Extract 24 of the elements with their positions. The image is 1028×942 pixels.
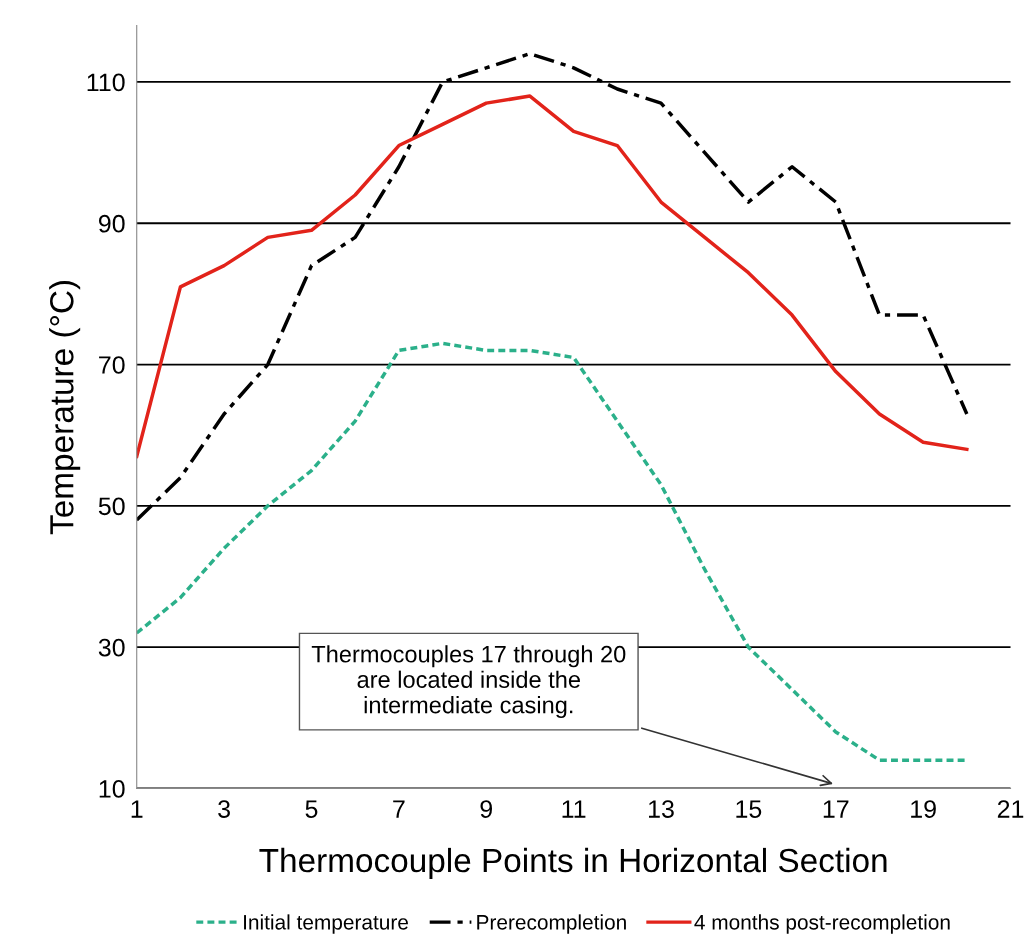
- x-tick-label: 9: [480, 800, 493, 818]
- x-axis-title: Thermocouple Points in Horizontal Section: [259, 847, 887, 879]
- x-tick-label: 7: [393, 800, 405, 818]
- x-tick-label: 3: [218, 800, 230, 818]
- y-tick-label: 110: [87, 73, 125, 92]
- y-axis-title: Temperature (°C): [49, 281, 81, 535]
- x-tick-label: 19: [911, 800, 936, 818]
- legend-label: Prerecompletion: [477, 914, 626, 934]
- y-tick-label: 30: [98, 638, 125, 657]
- x-tick-label: 13: [649, 800, 674, 818]
- x-tick-label: 1: [131, 800, 143, 818]
- x-tick-label: 5: [305, 800, 318, 818]
- line-series: [136, 94, 969, 459]
- x-tick-label: 21: [997, 800, 1024, 818]
- x-tick-label: 11: [562, 800, 586, 818]
- x-tick-label: 17: [823, 800, 849, 818]
- y-tick-label: 90: [98, 214, 125, 233]
- legend-label: 4 months post-recompletion: [694, 914, 950, 934]
- legend-label: Initial temperature: [244, 914, 408, 934]
- y-tick-label: 70: [99, 356, 125, 374]
- y-tick-label: 50: [98, 497, 125, 516]
- annotation: Thermocouples 17 through 20 are located inside the intermediate casing.: [311, 645, 626, 719]
- x-tick-label: 15: [736, 800, 762, 818]
- y-tick-label: 10: [99, 780, 125, 798]
